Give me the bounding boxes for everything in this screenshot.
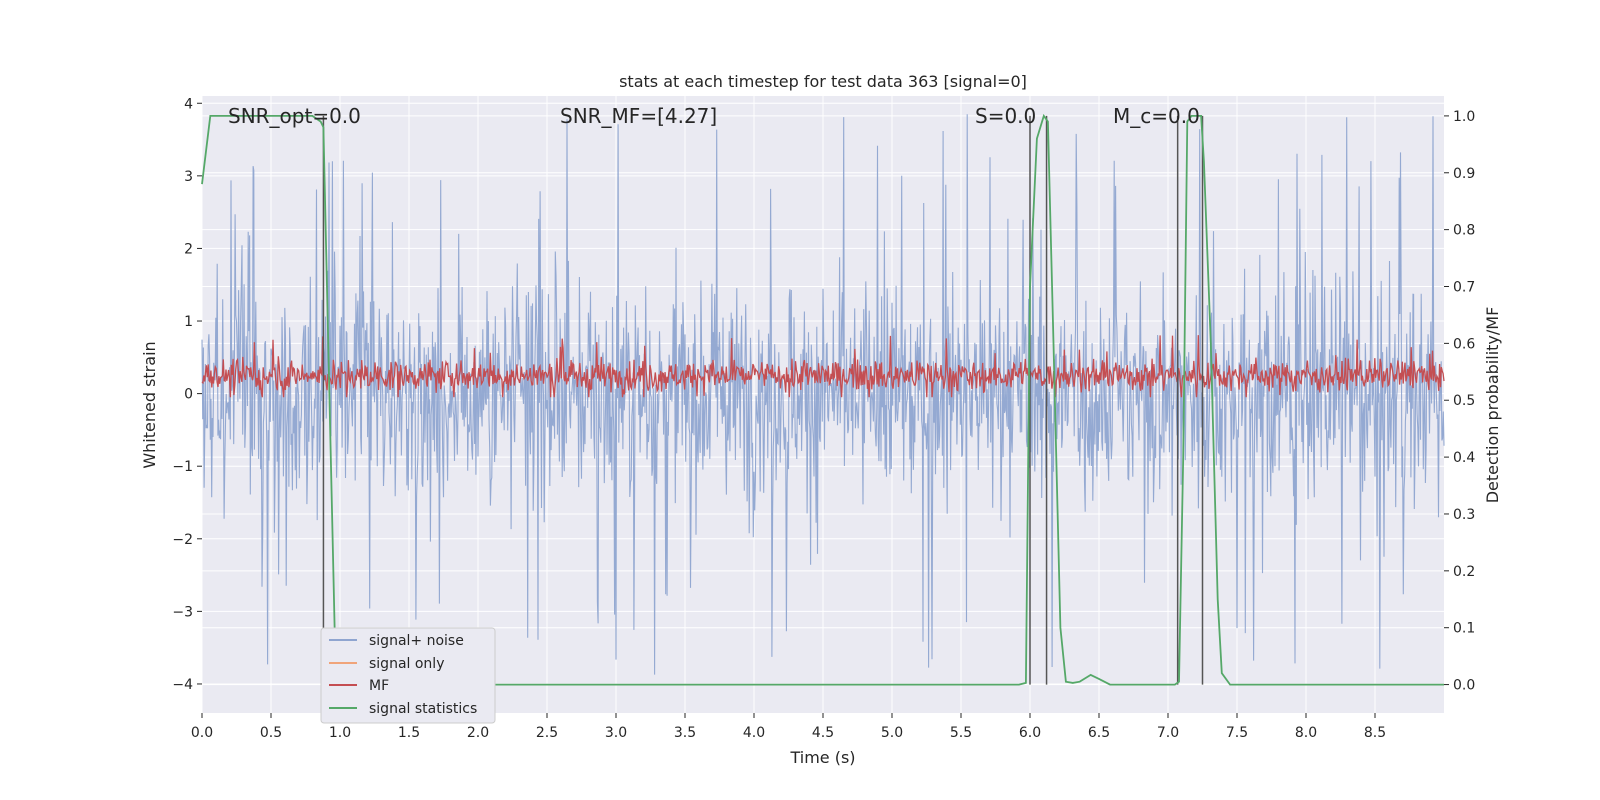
- annotation-mc: M_c=0.0: [1113, 104, 1200, 128]
- x-tick-label: 3.5: [674, 725, 696, 741]
- x-tick-label: 6.5: [1088, 725, 1110, 741]
- x-tick-label: 2.0: [467, 725, 489, 741]
- y-right-tick-label: 1.0: [1453, 109, 1475, 125]
- x-tick-label: 3.0: [605, 725, 627, 741]
- x-tick-label: 7.0: [1157, 725, 1179, 741]
- x-tick-label: 8.0: [1295, 725, 1317, 741]
- legend: signal+ noise signal only MF signal stat…: [320, 627, 496, 724]
- x-tick-label: 1.0: [329, 725, 351, 741]
- y-right-tick-label: 0.3: [1453, 507, 1475, 523]
- legend-box: [320, 627, 496, 724]
- annotation-snr-opt: SNR_opt=0.0: [228, 104, 361, 128]
- x-tick-label: 8.5: [1364, 725, 1386, 741]
- y-tick-label: −1: [172, 459, 193, 475]
- chart-title: stats at each timestep for test data 363…: [619, 72, 1027, 91]
- x-tick-label: 4.5: [812, 725, 834, 741]
- y-tick-label: 3: [184, 169, 193, 185]
- legend-label-noise: signal+ noise: [369, 633, 464, 649]
- y-right-axis-label: Detection probability/MF: [1483, 307, 1502, 504]
- y-tick-label: 4: [184, 96, 193, 112]
- y-right-tick-label: 0.4: [1453, 450, 1475, 466]
- legend-label-mf: MF: [369, 678, 389, 694]
- legend-label-statistics: signal statistics: [369, 701, 477, 717]
- legend-label-signal-only: signal only: [369, 656, 444, 672]
- y-tick-label: 2: [184, 241, 193, 257]
- x-axis-label: Time (s): [789, 748, 855, 767]
- y-tick-label: −4: [172, 677, 193, 693]
- y-right-tick-label: 0.8: [1453, 223, 1475, 239]
- y-right-tick-label: 0.0: [1453, 678, 1475, 694]
- x-tick-label: 5.5: [950, 725, 972, 741]
- x-tick-label: 5.0: [881, 725, 903, 741]
- y-tick-label: −2: [172, 532, 193, 548]
- x-tick-label: 0.0: [191, 725, 213, 741]
- x-tick-label: 1.5: [398, 725, 420, 741]
- y-right-axis-ticks: 1.0 0.9 0.8 0.7 0.6 0.5 0.4 0.3 0.2 0.1 0.0: [1444, 109, 1475, 694]
- y-tick-label: −3: [172, 604, 193, 620]
- y-axis-label: Whitened strain: [140, 341, 159, 468]
- y-right-tick-label: 0.9: [1453, 166, 1475, 182]
- x-tick-label: 2.5: [536, 725, 558, 741]
- x-tick-label: 4.0: [743, 725, 765, 741]
- y-tick-label: 1: [184, 314, 193, 330]
- mf-line: [201, 335, 1445, 398]
- x-tick-label: 6.0: [1019, 725, 1041, 741]
- y-right-tick-label: 0.6: [1453, 336, 1475, 352]
- y-tick-label: 0: [184, 387, 193, 403]
- vertical-markers: [322, 115, 1204, 685]
- annotation-snr-mf: SNR_MF=[4.27]: [560, 104, 717, 128]
- x-axis-ticks: 0.0 0.5 1.0 1.5 2.0 2.5 3.0 3.5 4.0 4.5 5.0 5.5 6.0 6…: [191, 713, 1386, 741]
- y-right-tick-label: 0.5: [1453, 393, 1475, 409]
- y-right-tick-label: 0.7: [1453, 280, 1475, 296]
- x-tick-label: 7.5: [1226, 725, 1248, 741]
- y-right-tick-label: 0.2: [1453, 564, 1475, 580]
- x-tick-label: 0.5: [260, 725, 282, 741]
- mf-series: [201, 335, 1445, 398]
- y-axis-ticks: 4 3 2 1 0 −1 −2 −3 −4: [172, 96, 202, 693]
- y-right-tick-label: 0.1: [1453, 621, 1475, 637]
- annotation-s: S=0.0: [975, 104, 1036, 128]
